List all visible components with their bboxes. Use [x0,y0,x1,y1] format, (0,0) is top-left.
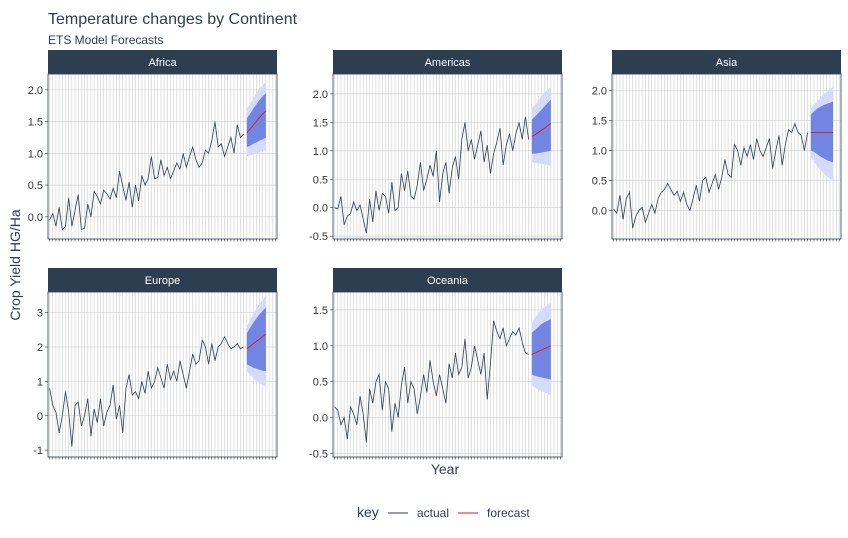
y-tick-label: 2.0 [592,86,607,98]
y-tick-label: 1.5 [313,117,328,129]
band-80-asia [810,101,834,163]
legend-title: key [357,504,379,520]
panel-frame-oceania [332,291,563,458]
panel-africa: Africa 0.0 0.5 1.0 1.5 2.0 [28,50,278,242]
x-axis-label: Year [431,461,460,477]
panel-asia: Asia 0.0 0.5 1.0 1.5 2.0 [592,50,842,242]
strip-label-europe: Europe [145,275,180,287]
band-80-africa [246,93,266,147]
panel-frame-africa [47,73,278,240]
strip-label-americas: Americas [425,57,471,69]
forecast-line-americas [531,123,552,137]
panel-frame-americas [332,73,563,240]
y-tick-label: 0.5 [313,377,328,389]
legend: key actual forecast [357,504,530,520]
panel-americas: Americas -0.5 0.0 0.5 1.0 1.5 2.0 [309,50,563,243]
panel-frame-asia [611,73,842,240]
y-tick-label: 1.5 [28,117,43,129]
actual-line-asia [613,122,808,229]
strip-asia [612,50,841,74]
y-tick-label: 1.5 [313,305,328,317]
y-tick-label: -0.5 [309,448,328,460]
y-tick-label: -0.5 [309,231,328,243]
band-80-americas [531,99,551,154]
band-80-oceania [531,319,551,380]
chart-title: Temperature changes by Continent [48,11,298,28]
strip-label-oceania: Oceania [427,275,469,287]
y-tick-label: 1.0 [592,146,607,158]
strip-europe [48,268,277,292]
actual-line-oceania [334,320,529,443]
y-tick-label: 1.0 [313,146,328,158]
panel-oceania: Oceania -0.5 0.0 0.5 1.0 1.5 [309,268,563,460]
panel-europe: Europe -1 0 1 2 3 [33,268,278,460]
y-tick-label: 0.0 [592,205,607,217]
forecast-line-africa [246,110,267,134]
y-tick-label: 0.5 [592,175,607,187]
y-tick-label: 1.0 [28,148,43,160]
strip-americas [333,50,562,74]
actual-line-americas [334,116,530,234]
legend-label-actual: actual [417,506,449,520]
y-tick-label: 0.5 [313,174,328,186]
y-tick-label: 2.0 [313,89,328,101]
y-tick-label: 2.0 [28,85,43,97]
actual-line-europe [49,335,244,447]
band-80-europe [246,307,266,372]
y-tick-label: 0.0 [313,203,328,215]
facet-panels: Africa 0.0 0.5 1.0 1.5 2.0 Americas -0.5 0.0 0.5 1… [28,50,842,460]
actual-line-africa [49,121,244,231]
y-tick-label: 0 [37,411,43,423]
y-tick-label: 1 [37,376,43,388]
strip-oceania [333,268,562,292]
y-tick-label: -1 [33,445,43,457]
strip-africa [48,50,277,74]
y-tick-label: 1.0 [313,341,328,353]
legend-label-forecast: forecast [487,506,530,520]
strip-label-asia: Asia [716,57,738,69]
y-tick-label: 3 [37,308,43,320]
strip-label-africa: Africa [148,57,177,69]
y-tick-label: 0.0 [28,212,43,224]
y-tick-label: 0.0 [313,413,328,425]
forecast-line-europe [246,333,267,350]
chart-subtitle: ETS Model Forecasts [48,33,163,47]
y-tick-label: 1.5 [592,116,607,128]
y-tick-label: 2 [37,342,43,354]
panel-frame-europe [47,291,278,458]
y-tick-label: 0.5 [28,180,43,192]
forecast-line-oceania [531,345,552,355]
y-axis-label: Crop Yield HG/Ha [7,209,23,320]
